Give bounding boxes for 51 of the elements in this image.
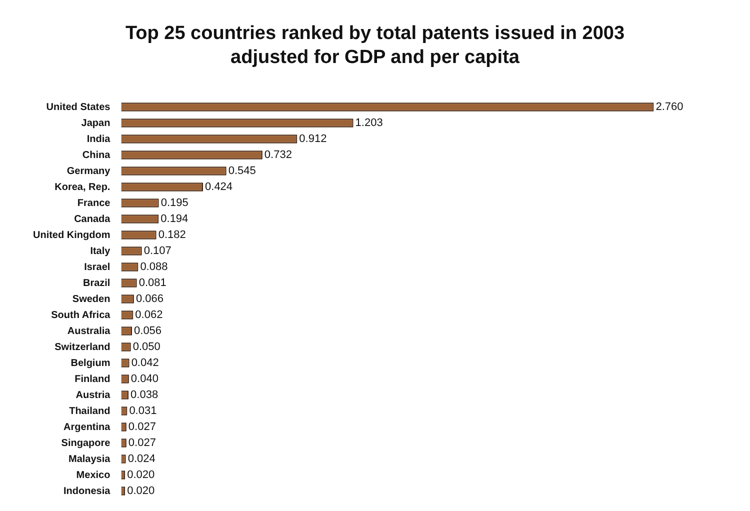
y-tick-label: Israel [84, 262, 110, 273]
y-tick-label: France [77, 198, 111, 209]
y-tick-label: Singapore [61, 438, 111, 449]
data-label: 0.050 [132, 341, 160, 354]
data-label: 0.062 [135, 309, 163, 322]
data-label: 0.020 [127, 469, 155, 482]
data-label: 0.194 [160, 213, 188, 226]
y-tick-label: Italy [90, 246, 111, 257]
data-label: 0.195 [160, 197, 188, 210]
data-label: 0.424 [205, 181, 233, 194]
data-label: 0.066 [136, 293, 164, 306]
data-label: 0.024 [128, 453, 156, 466]
data-label: 0.027 [128, 437, 156, 450]
data-label: 0.040 [130, 373, 158, 386]
y-tick-label: Belgium [70, 358, 110, 369]
data-label: 0.545 [228, 165, 256, 178]
data-label: 0.081 [138, 277, 166, 290]
y-tick-label: Canada [74, 214, 111, 225]
y-tick-label: Brazil [82, 278, 110, 289]
data-label: 1.203 [355, 117, 383, 130]
data-label: 0.042 [131, 357, 159, 370]
y-tick-label: Australia [67, 326, 111, 337]
data-label: 0.182 [158, 229, 186, 242]
data-label: 2.760 [656, 101, 684, 114]
y-tick-label: Thailand [69, 406, 110, 417]
y-tick-label: Finland [74, 374, 110, 385]
y-tick-label: South Africa [51, 310, 111, 321]
data-label: 0.031 [129, 405, 157, 418]
y-tick-label: India [86, 134, 111, 145]
y-tick-label: United States [46, 102, 111, 113]
data-label: 0.038 [130, 389, 158, 402]
y-tick-label: Austria [76, 390, 111, 401]
data-label: 0.020 [127, 485, 155, 498]
y-tick-label: United Kingdom [32, 230, 110, 241]
y-tick-label: Indonesia [64, 486, 111, 497]
y-tick-label: China [82, 150, 111, 161]
data-label: 0.027 [128, 421, 156, 434]
y-tick-label: Argentina [64, 422, 111, 433]
y-tick-label: Malaysia [68, 454, 111, 465]
data-label: 0.912 [299, 133, 327, 146]
y-tick-label: Korea, Rep. [54, 182, 110, 193]
data-label: 0.732 [264, 149, 292, 162]
data-label: 0.107 [144, 245, 172, 258]
y-tick-label: Mexico [76, 470, 110, 481]
y-tick-label: Sweden [72, 294, 110, 305]
data-label: 0.088 [140, 261, 168, 274]
data-label: 0.056 [134, 325, 162, 338]
y-tick-label: Japan [81, 118, 110, 129]
chart-title: Top 25 countries ranked by total patents issued in 2003 adjusted for GDP and per capita [124, 22, 626, 70]
y-tick-label: Germany [66, 166, 111, 177]
y-tick-label: Switzerland [54, 342, 110, 353]
